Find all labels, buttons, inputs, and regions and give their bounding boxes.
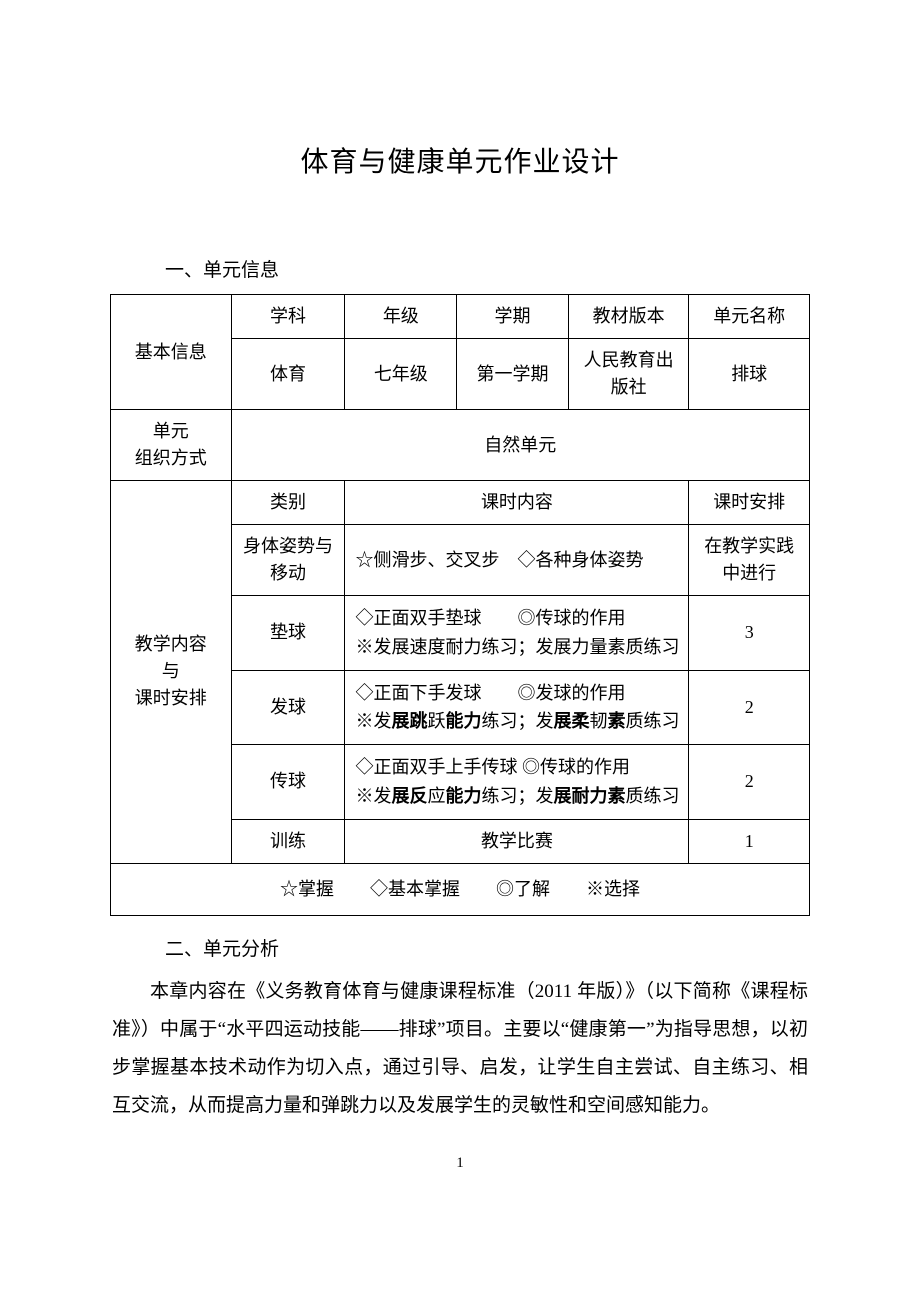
legend-cell: ☆掌握 ◇基本掌握 ◎了解 ※选择 [111,863,810,915]
table-row: ☆掌握 ◇基本掌握 ◎了解 ※选择 [111,863,810,915]
cell-arrangement: 1 [689,819,810,863]
page-number: 1 [110,1155,810,1172]
header-subject: 学科 [231,295,345,339]
cell-category: 训练 [231,819,345,863]
table-row: 基本信息 学科 年级 学期 教材版本 单元名称 [111,295,810,339]
unit-info-table: 基本信息 学科 年级 学期 教材版本 单元名称 体育 七年级 第一学期 人民教育… [110,294,810,916]
org-method-label: 单元组织方式 [111,410,232,481]
cell-arrangement: 在教学实践中进行 [689,525,810,596]
cell-semester: 第一学期 [457,339,569,410]
cell-category: 发球 [231,670,345,745]
cell-arrangement: 2 [689,745,810,820]
header-unitname: 单元名称 [689,295,810,339]
basic-info-label: 基本信息 [111,295,232,410]
cell-category: 身体姿势与移动 [231,525,345,596]
header-lesson-arrangement: 课时安排 [689,481,810,525]
section-1-header: 一、单元信息 [110,255,810,282]
document-title: 体育与健康单元作业设计 [110,140,810,180]
section-2-header: 二、单元分析 [110,934,810,961]
cell-subject: 体育 [231,339,345,410]
cell-content: ☆侧滑步、交叉步 ◇各种身体姿势 [345,525,689,596]
org-method-value: 自然单元 [231,410,809,481]
cell-content-pass: ◇正面双手上手传球 ◎传球的作用※发展反应能力练习；发展耐力素质练习 [345,745,689,820]
header-grade: 年级 [345,295,457,339]
cell-content: ◇正面双手垫球 ◎传球的作用※发展速度耐力练习；发展力量素质练习 [345,596,689,671]
cell-grade: 七年级 [345,339,457,410]
cell-arrangement: 3 [689,596,810,671]
teaching-content-label: 教学内容与课时安排 [111,481,232,864]
header-semester: 学期 [457,295,569,339]
cell-unitname: 排球 [689,339,810,410]
analysis-paragraph: 本章内容在《义务教育体育与健康课程标准（2011 年版）》（以下简称《课程标准》… [110,973,810,1125]
cell-category: 传球 [231,745,345,820]
cell-category: 垫球 [231,596,345,671]
cell-arrangement: 2 [689,670,810,745]
cell-content-serve: ◇正面下手发球 ◎发球的作用※发展跳跃能力练习；发展柔韧素质练习 [345,670,689,745]
table-row: 单元组织方式 自然单元 [111,410,810,481]
cell-textbook: 人民教育出版社 [568,339,689,410]
cell-content: 教学比赛 [345,819,689,863]
table-row: 教学内容与课时安排 类别 课时内容 课时安排 [111,481,810,525]
header-lesson-content: 课时内容 [345,481,689,525]
header-textbook: 教材版本 [568,295,689,339]
header-category: 类别 [231,481,345,525]
